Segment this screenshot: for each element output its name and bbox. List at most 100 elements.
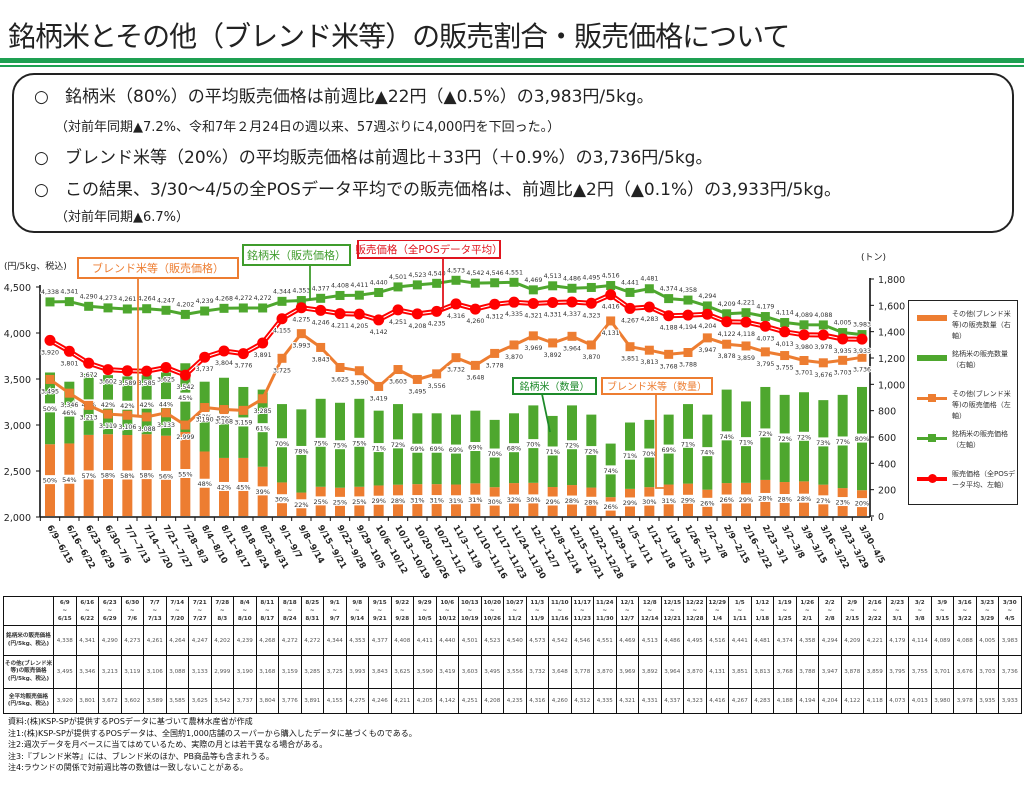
left-axis-title: (円/5kg、税込) — [4, 260, 67, 272]
data-label-average-price: 4,155 — [273, 328, 291, 335]
table-column-header: 12/1 ~12/7 — [615, 596, 639, 626]
share-label-bg — [466, 494, 485, 504]
table-cell: 4,516 — [705, 625, 729, 656]
data-label-other-price: 4,131 — [602, 330, 620, 337]
marker-brand-price — [722, 309, 732, 319]
data-label-average-price: 3,737 — [196, 366, 214, 373]
marker-other-price — [432, 369, 442, 379]
marker-brand-price — [142, 304, 152, 314]
share-label-brand: 74% — [603, 467, 617, 475]
table-cell: 4,239 — [233, 625, 257, 656]
table-cell: 4,408 — [390, 625, 414, 656]
share-label-other: 31% — [661, 497, 675, 505]
data-label-average-price: 3,589 — [118, 380, 136, 387]
share-label-brand: 69% — [410, 445, 424, 453]
data-label-average-price: 4,194 — [679, 324, 697, 331]
table-cell: 4,316 — [525, 688, 549, 714]
share-label-bg — [833, 497, 852, 507]
marker-brand-price — [122, 304, 132, 314]
share-label-other: 23% — [835, 499, 849, 507]
table-column-header: 6/23 ~6/29 — [98, 596, 122, 626]
share-label-other: 48% — [197, 480, 211, 488]
table-cell: 3,778 — [570, 655, 594, 689]
legend-swatch-red-line-icon — [917, 474, 947, 483]
table-column-header: 2/23 ~3/1 — [885, 596, 909, 626]
share-label-brand: 80% — [855, 435, 869, 443]
table-cell: 4,272 — [278, 625, 302, 656]
share-label-bg — [253, 486, 272, 496]
share-label-brand: 68% — [507, 445, 521, 453]
table-column-header: 7/21 ~7/27 — [188, 596, 212, 626]
share-label-brand: 70% — [642, 450, 656, 458]
marker-brand-price — [664, 294, 674, 304]
table-cell: 3,106 — [143, 655, 167, 689]
share-label-other: 28% — [391, 497, 405, 505]
bullet-circle-icon: ○ — [34, 148, 49, 168]
table-column-header: 2/9 ~2/15 — [840, 596, 864, 626]
page-title: 銘柄米とその他（ブレンド米等）の販売割合・販売価格について — [8, 20, 790, 53]
marker-brand-price — [702, 301, 712, 311]
marker-brand-price — [412, 280, 422, 290]
data-label-other-price: 3,843 — [312, 356, 330, 363]
table-cell: 4,540 — [503, 625, 527, 656]
share-label-bg — [485, 448, 504, 458]
marker-average-price — [585, 297, 597, 309]
marker-brand-price — [258, 303, 268, 313]
share-label-brand: 74% — [700, 449, 714, 457]
data-label-other-price: 3,993 — [292, 343, 310, 350]
share-label-other: 30% — [487, 498, 501, 506]
y-left-tick-label: 3,500 — [4, 375, 31, 386]
table-cell: 3,285 — [300, 655, 324, 689]
data-label-other-price: 3,625 — [331, 377, 349, 384]
share-label-other: 39% — [255, 488, 269, 496]
data-label-average-price: 3,933 — [853, 348, 871, 355]
table-column-header: 12/29 ~1/4 — [705, 596, 729, 626]
share-label-bg — [331, 440, 349, 450]
share-label-brand: 45% — [178, 394, 192, 402]
table-cell: 4,573 — [525, 625, 549, 656]
callout-blend-volume-label: ブレンド米等（数量） — [607, 380, 707, 393]
y-right-tick-label: 800 — [878, 407, 896, 418]
share-label-bg — [582, 446, 601, 456]
data-label-other-price: 3,964 — [563, 345, 581, 352]
table-cell: 3,969 — [615, 655, 639, 689]
marker-other-price — [103, 409, 113, 419]
table-cell: 3,768 — [773, 655, 797, 689]
table-cell: 4,013 — [908, 688, 932, 714]
share-label-other: 42% — [217, 483, 231, 491]
y-right-tick-label: 1,400 — [878, 328, 905, 339]
share-label-bg — [698, 497, 717, 507]
marker-average-price — [450, 298, 462, 310]
table-row-label: 全平均販売価格 (円/5kg、税込) — [3, 688, 54, 714]
title-underline-thick — [0, 58, 1024, 63]
callout-blend-price-label: ブレンド米等（販売価格） — [92, 261, 224, 275]
table-column-header: 9/22 ~9/28 — [390, 596, 414, 626]
share-label-bg — [311, 496, 330, 506]
table-cell: 4,268 — [255, 625, 279, 656]
share-label-other: 31% — [410, 497, 424, 505]
table-corner-cell — [3, 596, 54, 626]
share-label-bg — [176, 468, 195, 478]
share-label-bg — [215, 481, 233, 491]
table-cell: 3,801 — [75, 688, 99, 714]
table-column-header: 3/16 ~3/22 — [953, 596, 977, 626]
marker-brand-price — [180, 309, 190, 319]
share-label-other: 25% — [352, 498, 366, 506]
data-label-other-price: 3,778 — [486, 362, 504, 369]
marker-brand-price — [335, 290, 345, 300]
data-label-average-price: 3,776 — [234, 363, 252, 370]
table-cell: 3,119 — [120, 655, 144, 689]
table-cell: 3,843 — [368, 655, 392, 689]
data-label-brand-price: 4,377 — [312, 285, 330, 292]
summary-text: （対前年同期▲7.2%、令和7年２月24日の週以来、57週ぶりに4,000円を下… — [55, 120, 561, 135]
marker-brand-price — [780, 318, 790, 328]
table-cell: 3,737 — [233, 688, 257, 714]
marker-other-price — [412, 374, 422, 384]
data-label-average-price: 3,920 — [41, 349, 59, 356]
share-label-bg — [292, 499, 311, 509]
marker-average-price — [740, 316, 752, 328]
share-label-bg — [273, 494, 291, 504]
marker-average-price — [663, 310, 675, 322]
share-label-bg — [853, 498, 871, 508]
share-label-other: 57% — [81, 472, 95, 480]
